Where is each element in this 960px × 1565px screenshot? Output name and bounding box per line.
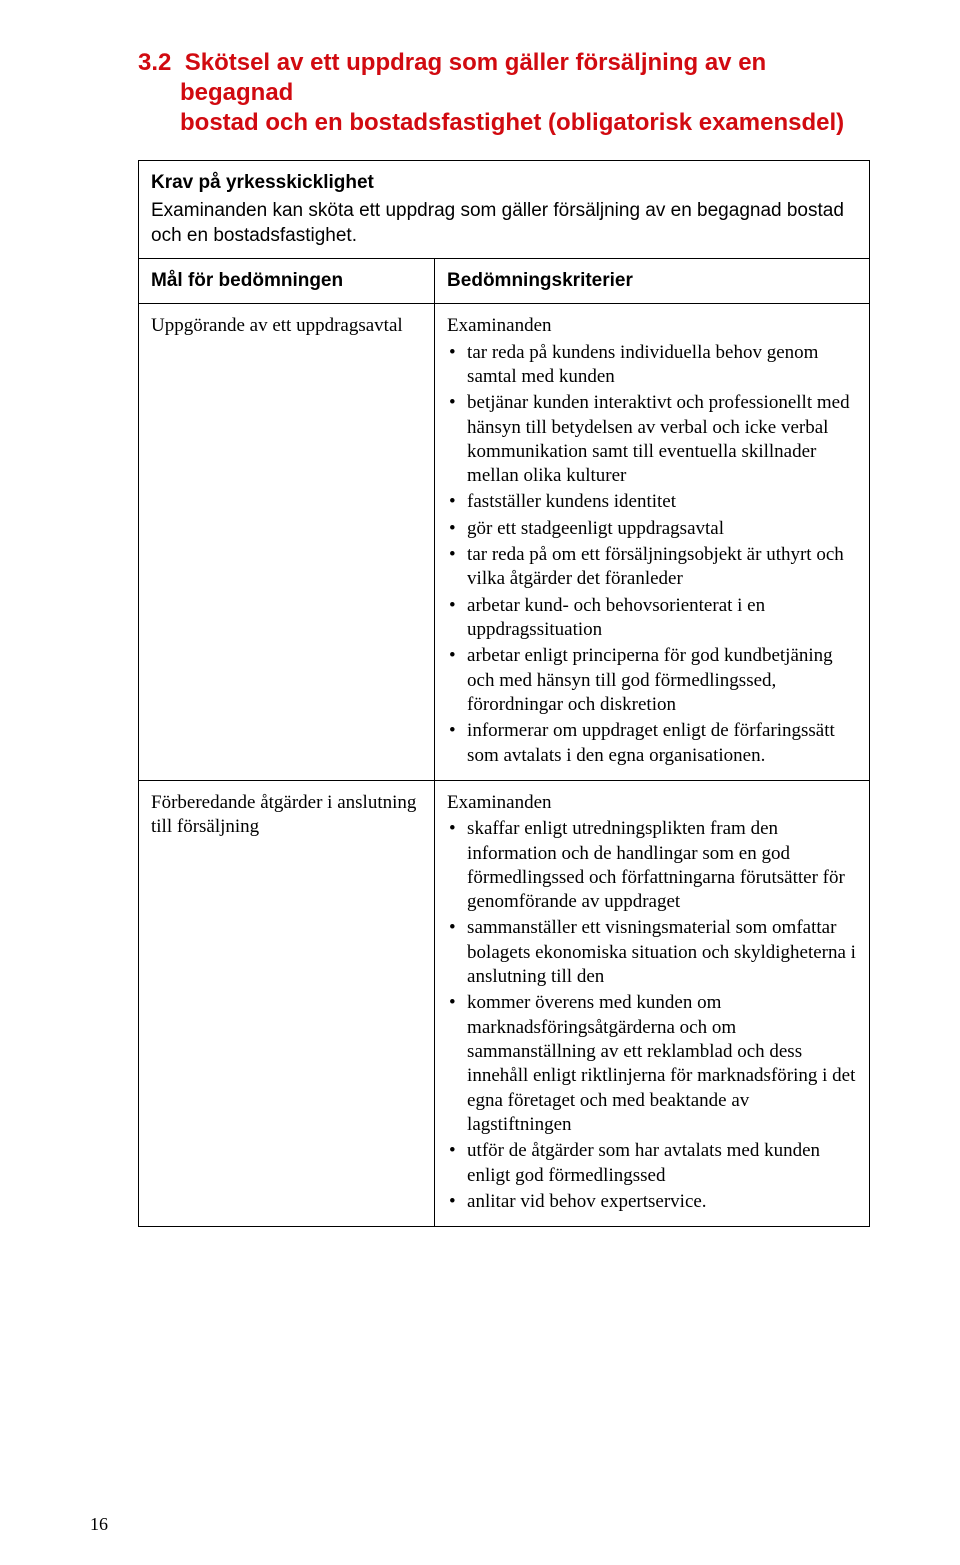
row2-criteria: Examinanden skaffar enligt utredningspli… xyxy=(435,780,870,1226)
col-head-left: Mål för bedömningen xyxy=(139,258,435,303)
row1-criteria: Examinanden tar reda på kundens individu… xyxy=(435,304,870,781)
section-heading: 3.2 Skötsel av ett uppdrag som gäller fö… xyxy=(180,48,870,138)
row1-label: Uppgörande av ett uppdragsavtal xyxy=(139,304,435,781)
list-item: gör ett stadgeenligt uppdragsavtal xyxy=(447,517,857,541)
section-title-line1: Skötsel av ett uppdrag som gäller försäl… xyxy=(180,49,766,106)
list-item: tar reda på kundens individuella behov g… xyxy=(447,341,857,390)
list-item: tar reda på om ett försäljningsobjekt är… xyxy=(447,543,857,592)
krav-row: Krav på yrkesskicklighet Examinanden kan… xyxy=(139,161,870,259)
list-item: arbetar kund- och behovsorienterat i en … xyxy=(447,594,857,643)
row2-lead: Examinanden xyxy=(447,791,857,815)
krav-cell: Krav på yrkesskicklighet Examinanden kan… xyxy=(139,161,870,259)
list-item: sammanställer ett visningsmaterial som o… xyxy=(447,916,857,989)
table-row: Förberedande åtgärder i anslutning till … xyxy=(139,780,870,1226)
list-item: utför de åtgärder som har avtalats med k… xyxy=(447,1139,857,1188)
list-item: anlitar vid behov expertservice. xyxy=(447,1190,857,1214)
table-row: Uppgörande av ett uppdragsavtal Examinan… xyxy=(139,304,870,781)
list-item: fastställer kundens identitet xyxy=(447,490,857,514)
krav-label: Krav på yrkesskicklighet xyxy=(151,171,857,199)
section-title-line2: bostad och en bostadsfastighet (obligato… xyxy=(180,109,844,136)
list-item: skaffar enligt utredningsplikten fram de… xyxy=(447,817,857,914)
row2-label: Förberedande åtgärder i anslutning till … xyxy=(139,780,435,1226)
list-item: betjänar kunden interaktivt och professi… xyxy=(447,391,857,488)
row1-bullets: tar reda på kundens individuella behov g… xyxy=(447,341,857,768)
page-number: 16 xyxy=(90,1514,108,1535)
list-item: informerar om uppdraget enligt de förfar… xyxy=(447,719,857,768)
section-number: 3.2 xyxy=(138,49,171,76)
row1-lead: Examinanden xyxy=(447,314,857,338)
list-item: arbetar enligt principerna för god kundb… xyxy=(447,644,857,717)
krav-text: Examinanden kan sköta ett uppdrag som gä… xyxy=(151,199,857,248)
row2-bullets: skaffar enligt utredningsplikten fram de… xyxy=(447,817,857,1214)
column-header-row: Mål för bedömningen Bedömningskriterier xyxy=(139,258,870,303)
col-head-right: Bedömningskriterier xyxy=(435,258,870,303)
page: 3.2 Skötsel av ett uppdrag som gäller fö… xyxy=(0,0,960,1565)
list-item: kommer överens med kunden om marknadsför… xyxy=(447,991,857,1137)
criteria-table: Krav på yrkesskicklighet Examinanden kan… xyxy=(138,160,870,1227)
